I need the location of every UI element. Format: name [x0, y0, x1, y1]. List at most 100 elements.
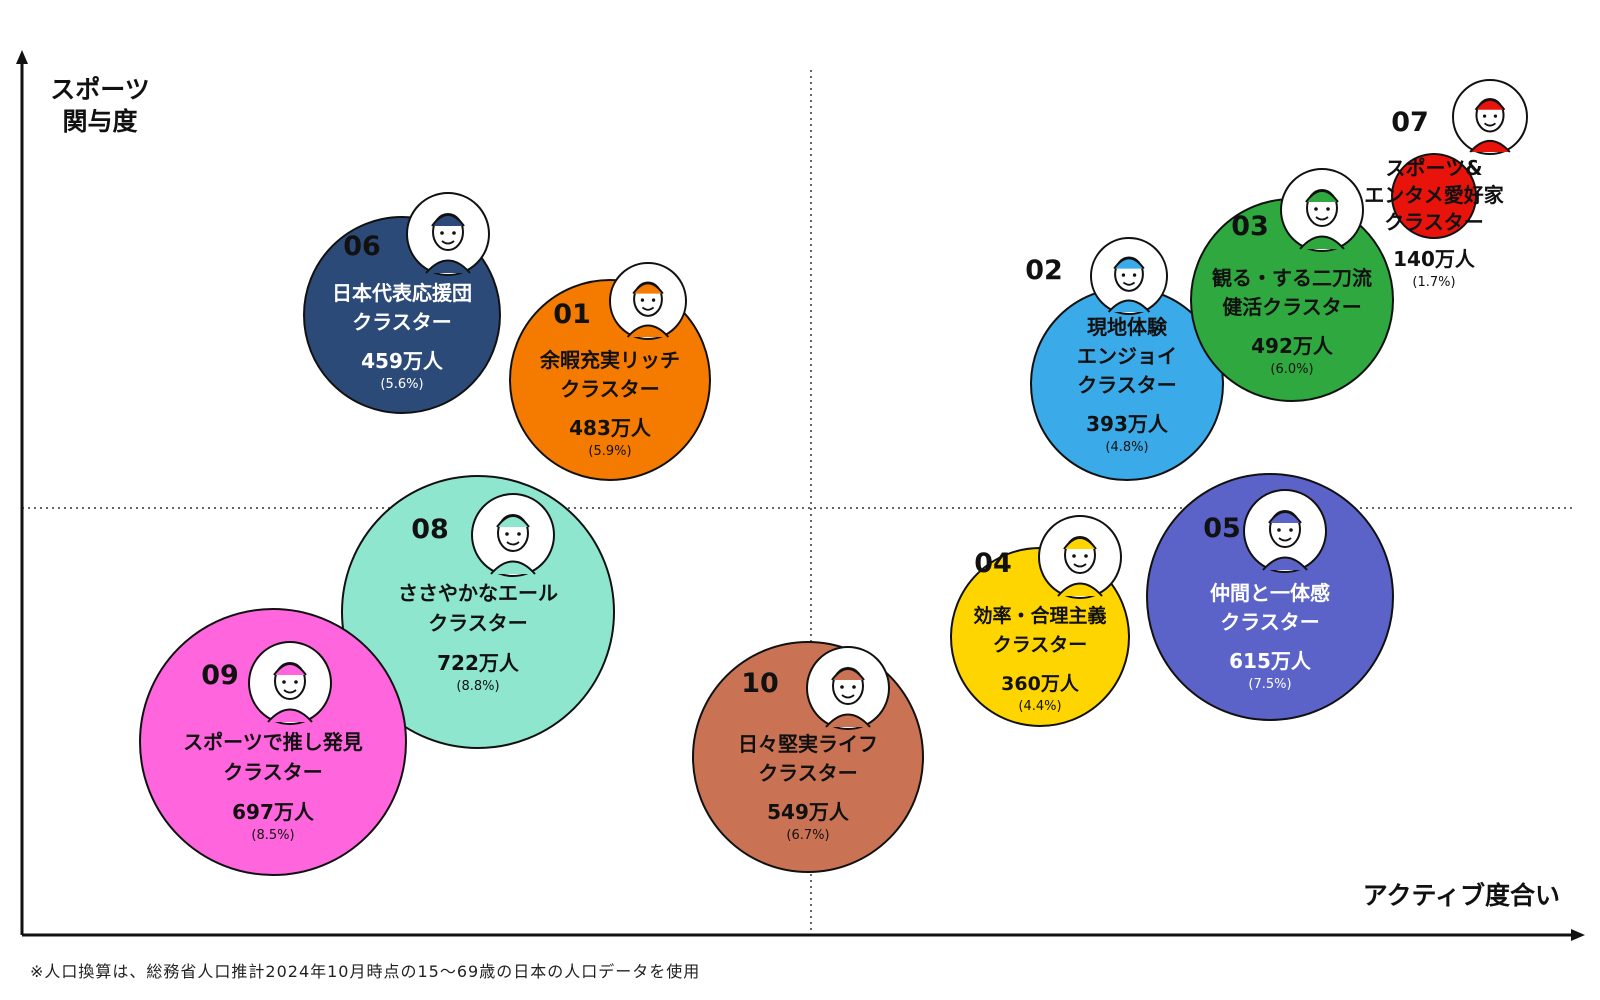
- cluster-name-line: 日々堅実ライフ: [738, 732, 878, 756]
- older-man-avatar: [406, 192, 490, 276]
- avatar-shoulders: [1107, 299, 1151, 313]
- avatar-hair: [831, 668, 865, 681]
- cluster-name-line: 効率・合理主義: [973, 604, 1106, 627]
- x-axis-arrow: [1571, 929, 1585, 941]
- cluster-population: 492万人: [1251, 334, 1334, 358]
- cluster-name-line: クラスター: [1220, 610, 1320, 634]
- fan-hat-avatar: [1452, 79, 1528, 155]
- avatar-mouth: [1278, 537, 1292, 542]
- cluster-population: 549万人: [767, 800, 850, 824]
- avatar-shoulders: [825, 713, 871, 728]
- cluster-share: (6.7%): [786, 828, 829, 843]
- avatar-hair: [1268, 511, 1302, 524]
- cluster-name-line: クラスター: [352, 310, 452, 334]
- cluster-name-line: スポーツで推し発見: [183, 730, 363, 754]
- turban-woman-avatar: [471, 493, 555, 577]
- cluster-name-line: 日本代表応援団: [332, 281, 472, 305]
- avatar-mouth: [1484, 122, 1496, 127]
- cluster-name-line: 現地体験: [1087, 315, 1168, 339]
- avatar-mouth: [441, 240, 455, 245]
- avatar-eye: [1314, 207, 1318, 211]
- cluster-name-line: エンジョイ: [1077, 344, 1177, 368]
- blonde-man-avatar: [1038, 515, 1122, 599]
- avatar-eye: [1121, 273, 1126, 277]
- avatar-eye: [651, 298, 656, 302]
- avatar-shoulders: [490, 560, 536, 575]
- cluster-bubble: [1391, 153, 1477, 239]
- cluster-population: 459万人: [361, 349, 444, 373]
- avatar-hair: [1474, 98, 1506, 111]
- avatar-eye: [1482, 114, 1487, 118]
- avatar-mouth: [1073, 563, 1087, 568]
- cluster-name-line: 観る・する二刀流: [1212, 266, 1372, 290]
- smiling-man-avatar: [1090, 237, 1168, 315]
- cluster-population: 483万人: [569, 416, 652, 440]
- cluster-name-line: 余暇充実リッチ: [539, 348, 680, 372]
- avatar-eye: [282, 680, 286, 684]
- avatar-eye: [294, 680, 298, 684]
- cheering-woman-avatar: [1243, 489, 1327, 573]
- avatar-eye: [452, 231, 456, 235]
- avatar-hair: [632, 282, 664, 295]
- y-axis-label-line-1: スポーツ: [50, 75, 150, 104]
- cluster-population: 360万人: [1001, 673, 1080, 695]
- y-axis-arrow: [16, 50, 28, 64]
- cluster-name-line: スポーツ&: [1385, 156, 1482, 180]
- avatar-shoulders: [425, 259, 471, 274]
- avatar-shoulders: [626, 324, 670, 338]
- avatar-hair: [273, 663, 307, 676]
- avatar-mouth: [506, 541, 520, 546]
- cluster-number: 06: [343, 231, 381, 262]
- avatar-hair: [431, 214, 465, 227]
- cluster-name-line: クラスター: [1384, 210, 1484, 234]
- avatar-shoulders: [1299, 235, 1345, 250]
- avatar-eye: [505, 532, 509, 536]
- avatar-eye: [840, 685, 844, 689]
- surprised-woman-avatar: [806, 646, 890, 730]
- avatar-mouth: [641, 306, 655, 311]
- avatar-mouth: [283, 689, 297, 694]
- cluster-name-line: クラスター: [223, 760, 323, 784]
- cluster-population: 722万人: [437, 651, 520, 675]
- cluster-bubbles: 01余暇充実リッチクラスター483万人(5.9%)02現地体験エンジョイクラスタ…: [139, 79, 1528, 876]
- cluster-share: (8.8%): [456, 679, 499, 694]
- cluster-number: 01: [553, 299, 591, 330]
- avatar-hair: [1063, 537, 1097, 550]
- avatar-eye: [517, 532, 521, 536]
- cluster-name-line: エンタメ愛好家: [1364, 183, 1504, 207]
- cluster-share: (4.4%): [1018, 699, 1061, 714]
- footnote: ※人口換算は、総務省人口推計2024年10月時点の15〜69歳の日本の人口データ…: [30, 962, 701, 981]
- cluster-name-line: 仲間と一体感: [1210, 581, 1330, 605]
- avatar-eye: [1072, 554, 1076, 558]
- avatar-eye: [640, 298, 645, 302]
- cluster-name-line: クラスター: [1077, 373, 1177, 397]
- cluster-name-line: クラスター: [560, 377, 660, 401]
- avatar-shoulders: [1469, 139, 1511, 153]
- avatar-eye: [1084, 554, 1088, 558]
- avatar-eye: [1132, 273, 1137, 277]
- avatar-eye: [1493, 114, 1498, 118]
- cluster-number: 10: [741, 668, 779, 699]
- axes: [16, 50, 1585, 941]
- avatar-eye: [1289, 528, 1293, 532]
- y-axis-label: スポーツ 関与度: [30, 74, 170, 138]
- cluster-bubble: [1146, 473, 1394, 721]
- cluster-number: 09: [201, 660, 239, 691]
- cluster-number: 03: [1231, 211, 1269, 242]
- cluster-name-line: 健活クラスター: [1222, 295, 1362, 319]
- cluster-number: 08: [411, 514, 449, 545]
- cluster-population: 393万人: [1086, 412, 1169, 436]
- cluster-share: (7.5%): [1248, 677, 1291, 692]
- cluster-population: 615万人: [1229, 649, 1312, 673]
- cluster-share: (5.6%): [380, 377, 423, 392]
- cluster-number: 05: [1203, 513, 1241, 544]
- avatar-eye: [1326, 207, 1330, 211]
- cluster-share: (6.0%): [1270, 362, 1313, 377]
